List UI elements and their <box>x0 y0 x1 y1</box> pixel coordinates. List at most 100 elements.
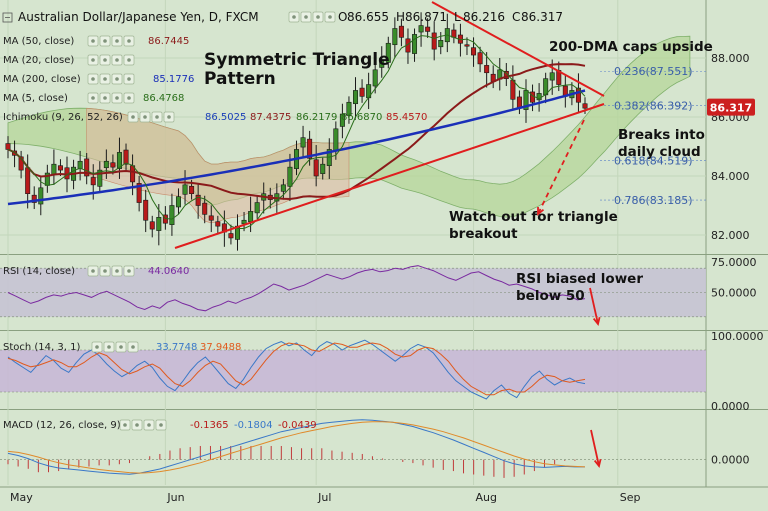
stoch-legend: Stoch (14, 3, 1) 33.7748 37.9488 <box>3 341 241 353</box>
candle-body <box>97 169 103 187</box>
settings-icon[interactable] <box>99 54 111 66</box>
candle <box>123 143 129 171</box>
candle-body <box>25 167 31 195</box>
month-label: Jul <box>317 491 331 504</box>
indicator-legend: MA (50, close) 86.7445 MA (20, close) MA (2… <box>3 35 427 123</box>
candle <box>379 46 385 78</box>
more-icon-glyph <box>167 115 171 119</box>
candle <box>300 125 306 159</box>
candle <box>136 176 142 212</box>
candle <box>477 46 483 73</box>
close-icon[interactable] <box>115 341 127 353</box>
close-icon[interactable] <box>111 54 123 66</box>
candle <box>143 189 149 233</box>
candle <box>464 37 470 56</box>
settings-icon[interactable] <box>99 265 111 277</box>
candle <box>195 183 201 219</box>
breakout-arrow-head <box>537 206 545 216</box>
more-icon[interactable] <box>155 419 167 431</box>
more-icon[interactable] <box>123 265 135 277</box>
close-icon[interactable] <box>111 35 123 47</box>
cloud-note-line1: Breaks into <box>618 127 705 143</box>
candle-body <box>136 183 142 203</box>
close-icon-glyph <box>119 345 123 349</box>
more-icon[interactable] <box>127 341 139 353</box>
close-icon-glyph <box>115 269 119 273</box>
settings-icon[interactable] <box>99 73 111 85</box>
eye-icon[interactable] <box>127 111 139 123</box>
settings-icon[interactable] <box>300 11 312 23</box>
breakout-arrow <box>537 119 585 216</box>
candle-body <box>77 160 83 169</box>
eye-icon-glyph <box>91 77 95 81</box>
rsi-note-line2: below 50 <box>516 288 585 304</box>
more-icon[interactable] <box>123 54 135 66</box>
macd-signal-value: -0.1804 <box>234 420 273 431</box>
fibonacci-levels <box>600 70 706 201</box>
more-icon[interactable] <box>123 73 135 85</box>
close-icon-glyph <box>115 58 119 62</box>
candle-body <box>116 152 122 169</box>
close-icon[interactable] <box>111 92 123 104</box>
close-icon[interactable] <box>312 11 324 23</box>
close-icon[interactable] <box>151 111 163 123</box>
eye-icon[interactable] <box>119 419 131 431</box>
candle-body <box>536 93 542 101</box>
candle-body <box>530 91 536 103</box>
candle-body <box>313 159 319 177</box>
collapse-toggle-icon[interactable] <box>2 12 13 23</box>
ma5-line <box>7 34 586 229</box>
indicator-value: 86.7445 <box>148 36 189 47</box>
candle-body <box>346 101 352 116</box>
eye-icon[interactable] <box>87 92 99 104</box>
rsi-legend: RSI (14, close) 44.0640 <box>3 265 189 277</box>
stoch-controls[interactable] <box>91 341 139 353</box>
rsi-arrow-shaft <box>589 287 599 325</box>
eye-icon-glyph <box>91 58 95 62</box>
eye-icon[interactable] <box>87 265 99 277</box>
candle-body <box>5 143 11 150</box>
eye-icon[interactable] <box>91 341 103 353</box>
candle-body <box>202 202 208 215</box>
ohlc-readout: O 86.655 H 86.871 L 86.216 C 86.317 <box>338 10 563 24</box>
settings-icon[interactable] <box>99 35 111 47</box>
rsi-controls[interactable] <box>87 265 135 277</box>
candle <box>353 77 359 119</box>
candle <box>254 196 260 219</box>
more-icon[interactable] <box>123 35 135 47</box>
stoch-d-line <box>7 342 586 396</box>
more-icon[interactable] <box>324 11 336 23</box>
close-icon[interactable] <box>111 265 123 277</box>
more-icon[interactable] <box>123 92 135 104</box>
close-icon-glyph <box>115 77 119 81</box>
macd-controls[interactable] <box>119 419 167 431</box>
indicator-label: MA (20, close) <box>3 55 74 66</box>
macd-label: MACD (12, 26, close, 9) <box>3 420 121 431</box>
eye-icon[interactable] <box>87 35 99 47</box>
settings-icon[interactable] <box>139 111 151 123</box>
dma-note: 200-DMA caps upside <box>549 39 713 55</box>
candle <box>425 18 431 38</box>
indicator-value: 86.2179 <box>296 112 337 123</box>
eye-icon[interactable] <box>87 73 99 85</box>
eye-icon[interactable] <box>87 54 99 66</box>
eye-icon[interactable] <box>288 11 300 23</box>
candle <box>287 153 293 202</box>
close-icon[interactable] <box>143 419 155 431</box>
settings-icon[interactable] <box>103 341 115 353</box>
header-controls[interactable] <box>288 11 336 23</box>
candle <box>359 79 365 103</box>
more-icon[interactable] <box>163 111 175 123</box>
close-icon[interactable] <box>111 73 123 85</box>
settings-icon[interactable] <box>99 92 111 104</box>
candle-body <box>110 162 116 168</box>
candle-body <box>300 137 306 148</box>
settings-icon[interactable] <box>131 419 143 431</box>
macd-histogram <box>7 445 576 478</box>
candle-body <box>280 184 286 192</box>
candle <box>103 149 109 179</box>
indicator-label: MA (200, close) <box>3 74 81 85</box>
rsi-arrow <box>589 287 601 327</box>
upper-trendline <box>431 1 605 97</box>
